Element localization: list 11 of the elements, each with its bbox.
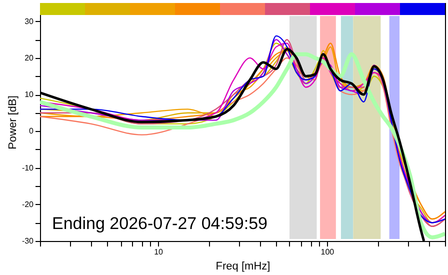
y-axis-title: Power [dB] [6, 96, 19, 150]
y-tick-label: 20 [24, 53, 34, 62]
y-tick-label: -30 [22, 236, 34, 246]
x-axis-title: Freq [mHz] [216, 260, 270, 272]
annotation: Ending 2026-07-27 04:59:59 [52, 214, 268, 233]
x-tick-label: 100 [320, 248, 335, 256]
y-tick-label: 0 [29, 126, 34, 136]
y-tick-label: -20 [22, 200, 34, 209]
y-tick-label: 10 [24, 90, 34, 100]
y-tick-label: 30 [24, 16, 34, 26]
y-tick-label: -10 [22, 163, 34, 172]
